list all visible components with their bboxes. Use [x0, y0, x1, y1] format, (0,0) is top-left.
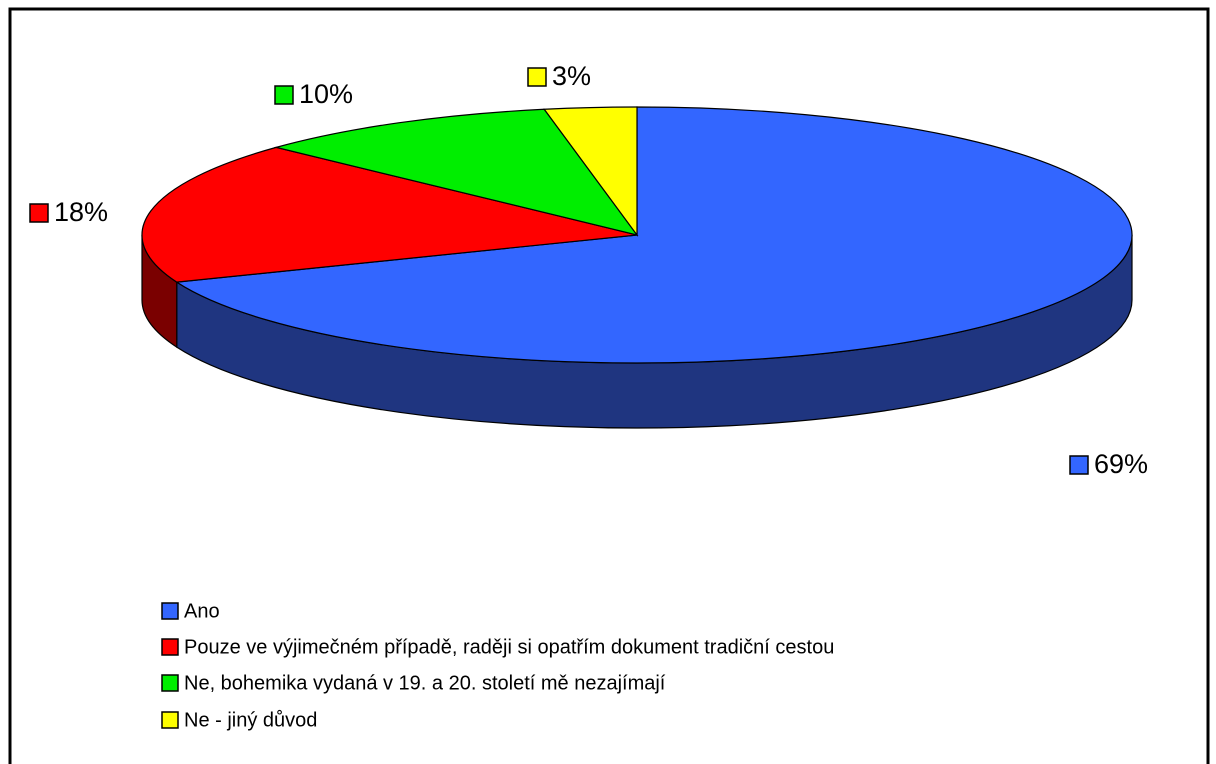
legend-swatch	[161, 638, 179, 656]
legend-swatch	[161, 711, 179, 729]
data-label: 18%	[54, 197, 108, 227]
label-swatch	[1069, 455, 1089, 475]
legend-label: Ano	[184, 600, 220, 622]
pie-slice	[141, 146, 638, 283]
legend-swatch	[161, 602, 179, 620]
legend-label: Pouze ve výjimečném případě, raději si o…	[184, 636, 834, 658]
label-swatch	[274, 85, 294, 105]
frame	[8, 7, 1210, 764]
legend-swatch	[161, 674, 179, 692]
legend-label: Ne, bohemika vydaná v 19. a 20. století …	[184, 672, 666, 694]
pie-slice	[175, 106, 1133, 364]
label-swatch	[527, 67, 547, 87]
data-label: 10%	[299, 79, 353, 109]
data-label: 3%	[552, 61, 591, 91]
pie-slice	[543, 106, 638, 237]
label-swatch	[29, 203, 49, 223]
pie-slice	[273, 108, 639, 236]
legend-label: Ne - jiný důvod	[184, 709, 317, 731]
data-label: 69%	[1094, 449, 1148, 479]
